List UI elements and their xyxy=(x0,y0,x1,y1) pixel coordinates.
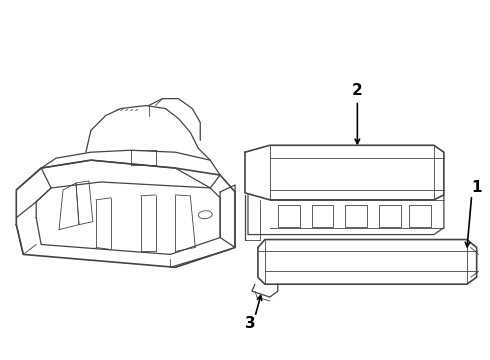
Text: 1: 1 xyxy=(471,180,482,195)
Text: 3: 3 xyxy=(245,316,255,332)
Text: 2: 2 xyxy=(352,83,363,98)
